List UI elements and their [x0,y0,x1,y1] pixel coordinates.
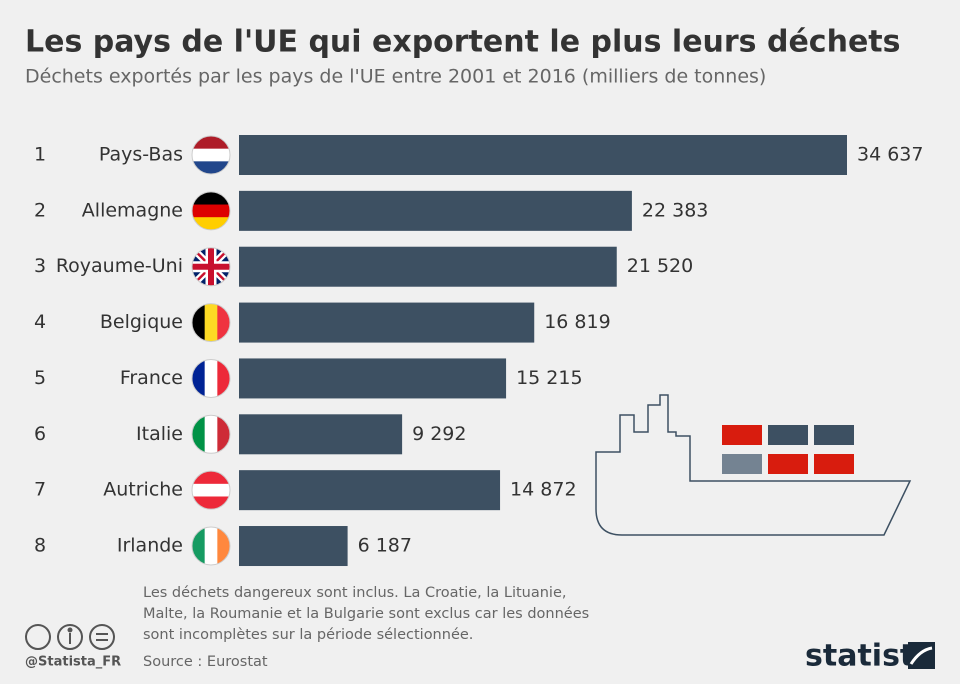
flag-part [192,247,230,286]
flag [191,526,231,566]
category-label: Irlande [117,535,183,557]
source: Source : Eurostat [143,654,268,670]
note-line: Malte, la Roumanie et la Bulgarie sont e… [143,606,589,622]
rank: 2 [34,199,46,221]
bar [239,246,617,287]
category-label: Italie [136,423,183,445]
bar [239,358,507,399]
ship-icon [595,394,912,536]
rank: 8 [34,535,46,557]
flag-fill [192,359,230,398]
rank: 4 [34,311,46,333]
chart-title: Les pays de l'UE qui exportent le plus l… [25,25,901,60]
flag-part [217,527,230,566]
flag-part [192,217,230,230]
value-label: 15 215 [516,367,582,389]
bar [239,190,632,231]
bar [239,414,403,455]
rank: 6 [34,423,46,445]
flag-part [192,303,206,342]
flag-part [192,161,230,174]
flag [191,247,231,287]
flag-border [191,247,231,287]
license-icons [25,624,115,650]
flag-part [217,415,230,454]
note-line: sont incomplètes sur la période sélectio… [143,627,473,643]
value-label: 6 187 [358,535,412,557]
bar [239,526,348,567]
flag-part [192,148,230,162]
rank: 3 [34,255,46,277]
rank: 1 [34,144,46,166]
flag-part [204,359,218,398]
flag-part [204,415,218,454]
flag-part [192,496,230,510]
value-label: 21 520 [627,255,693,277]
bar [239,302,535,343]
value-label: 22 383 [642,199,708,221]
note-line: Les déchets dangereux sont inclus. La Cr… [143,585,567,601]
flag-part [192,204,230,218]
flag-part [192,191,230,206]
value-label: 14 872 [510,479,576,501]
rank: 7 [34,479,46,501]
bar [239,470,501,511]
flag-fill [192,136,230,174]
value-label: 9 292 [412,423,466,445]
flag-border [191,414,231,454]
flag-border [191,191,231,231]
category-label: Belgique [100,311,183,333]
flag [191,414,231,454]
category-label: Autriche [103,479,183,501]
flag-border [191,470,231,510]
flag-part [192,415,206,454]
bar [239,135,847,175]
flag-part [192,527,206,566]
flag-part [192,359,206,398]
brand-icon [908,642,935,669]
flag-border [191,358,231,398]
flag-fill [192,247,230,286]
flag-border [191,135,231,175]
flag-fill [192,303,230,342]
flag-part [192,471,230,485]
flag-part [217,303,230,342]
flag-fill [192,527,230,566]
chart-subtitle: Déchets exportés par les pays de l'UE en… [25,66,766,88]
rank: 5 [34,367,46,389]
flag [191,358,231,398]
flag-border [191,526,231,566]
category-label: Pays-Bas [99,144,183,166]
handle: @Statista_FR [25,655,121,670]
value-label: 34 637 [857,144,923,166]
flag-fill [192,415,230,454]
value-label: 16 819 [544,311,610,333]
containers [722,425,854,474]
category-label: France [120,367,183,389]
flag [191,191,231,231]
flag-fill [192,191,230,230]
flag-part [192,483,230,497]
flag [191,470,231,510]
flag-part [204,527,218,566]
flag-part [217,359,230,398]
flag-part [192,136,230,150]
flag-fill [192,471,230,510]
flag [191,303,231,343]
category-label: Allemagne [82,199,183,221]
flag [191,135,231,175]
flag-part [204,303,218,342]
flag-border [191,303,231,343]
category-label: Royaume-Uni [56,255,183,277]
